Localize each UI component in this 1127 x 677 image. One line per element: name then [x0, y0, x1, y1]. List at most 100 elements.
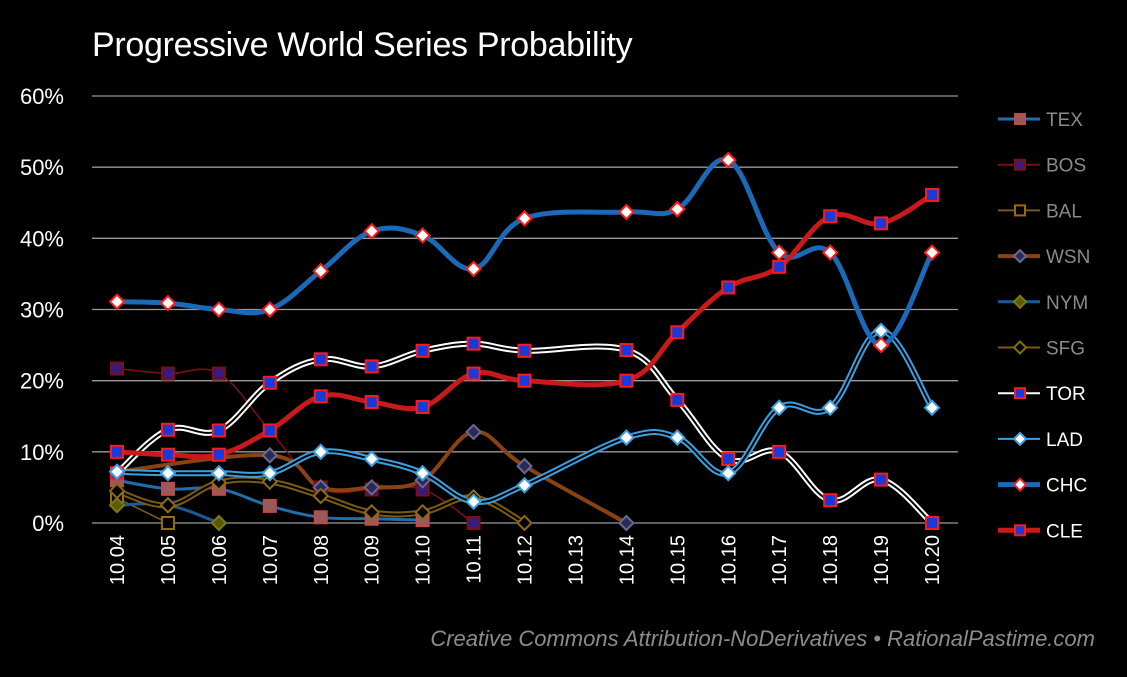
point-wsn-10.07	[261, 446, 279, 464]
legend-marker	[1012, 431, 1028, 447]
point-tor-10.16	[721, 451, 736, 466]
point-tor-10.17	[772, 444, 787, 459]
legend-marker	[1012, 340, 1028, 355]
point-cle-10.04	[110, 444, 124, 459]
point-cle-10.19	[874, 216, 889, 231]
point-cle-10.20	[925, 187, 939, 202]
legend-label: WSN	[1046, 247, 1090, 268]
point-chc-10.18	[821, 244, 839, 261]
legend-label: CLE	[1046, 521, 1083, 542]
x-tick-label: 10.09	[362, 535, 384, 585]
point-sfg-10.12	[516, 514, 533, 532]
legend-label: CHC	[1046, 476, 1087, 497]
point-cle-10.06	[211, 447, 226, 462]
point-sfg-10.09	[363, 503, 381, 521]
point-chc-10.09	[363, 222, 381, 240]
point-lad-10.17	[770, 399, 788, 417]
point-cle-10.14	[619, 373, 634, 388]
legend-item-sfg: SFG	[998, 339, 1085, 360]
x-tick-label: 10.12	[515, 535, 537, 585]
series-line-chc	[114, 156, 935, 348]
point-lad-10.15	[668, 429, 686, 447]
y-axis: 0% 10% 20% 30% 40% 50% 60%	[20, 84, 64, 536]
x-tick-label: 10.05	[158, 535, 180, 585]
point-lad-10.14	[617, 429, 635, 447]
point-lad-10.08	[312, 443, 330, 461]
legend-label: SFG	[1046, 339, 1085, 360]
legend-marker	[1014, 113, 1026, 125]
point-cle-10.05	[160, 447, 175, 462]
point-tor-10.06	[211, 423, 226, 438]
legend-marker	[1014, 524, 1026, 537]
series-line-cle	[114, 192, 935, 460]
x-tick-label: 10.07	[260, 535, 282, 585]
legend-item-chc: CHC	[998, 476, 1087, 497]
legend-label: TEX	[1046, 110, 1083, 131]
point-tex-10.07	[262, 498, 277, 513]
point-lad-10.06	[210, 464, 228, 482]
legend-item-bos: BOS	[998, 156, 1086, 177]
point-lad-10.12	[516, 476, 533, 494]
point-lad-10.18	[821, 399, 839, 417]
point-chc-10.04	[108, 293, 126, 311]
point-cle-10.10	[415, 399, 430, 414]
point-tor-10.15	[670, 392, 685, 407]
point-lad-10.09	[363, 450, 381, 468]
point-cle-10.15	[670, 325, 685, 340]
point-cle-10.17	[772, 259, 787, 274]
y-tick-label: 60%	[20, 84, 64, 109]
y-tick-label: 0%	[32, 511, 64, 536]
x-tick-label: 10.04	[107, 535, 129, 585]
point-sfg-10.05	[159, 496, 177, 514]
point-chc-10.15	[668, 200, 686, 218]
point-tor-10.20	[925, 516, 939, 530]
point-sfg-10.10	[414, 503, 432, 521]
legend-item-cle: CLE	[998, 521, 1083, 542]
point-sfg-10.06	[210, 474, 228, 491]
point-cle-10.16	[721, 280, 736, 295]
point-chc-10.20	[923, 244, 941, 261]
point-lad-10.07	[261, 464, 279, 482]
point-bal-10.05	[160, 516, 175, 530]
point-nym-10.04	[108, 496, 126, 514]
point-chc-10.17	[770, 244, 788, 261]
point-sfg-10.04	[108, 482, 126, 500]
point-tor-10.12	[517, 343, 532, 358]
point-wsn-10.14	[617, 514, 635, 532]
x-tick-label: 10.18	[820, 535, 842, 585]
point-cle-10.09	[364, 395, 379, 410]
x-tick-label: 10.08	[311, 535, 333, 585]
legend-item-tex: TEX	[998, 110, 1083, 131]
point-tor-10.11	[466, 336, 481, 351]
point-chc-10.06	[210, 301, 228, 318]
legend-item-lad: LAD	[998, 430, 1083, 451]
point-tor-10.08	[313, 352, 328, 367]
legend-item-tor: TOR	[998, 384, 1086, 405]
point-cle-10.08	[313, 389, 328, 404]
point-chc-10.07	[261, 301, 279, 318]
point-chc-10.08	[312, 262, 330, 280]
x-axis: 10.04 10.05 10.06 10.07 10.08 10.09 10.10 10.11…	[107, 535, 944, 585]
y-tick-label: 10%	[20, 440, 64, 465]
y-tick-label: 50%	[20, 155, 64, 180]
legend-label: LAD	[1046, 430, 1083, 451]
y-tick-label: 40%	[20, 226, 64, 251]
point-bos-10.11	[466, 516, 481, 530]
point-tex-10.05	[160, 481, 175, 496]
legend-marker	[1012, 248, 1028, 264]
point-tor-10.09	[364, 359, 379, 374]
x-tick-label: 10.13	[565, 535, 587, 585]
point-wsn-10.11	[465, 423, 482, 441]
x-tick-label: 10.15	[667, 535, 689, 585]
x-tick-label: 10.14	[616, 535, 638, 585]
point-wsn-10.12	[516, 457, 533, 475]
point-tex-10.08	[313, 510, 328, 525]
point-lad-10.04	[108, 463, 126, 481]
x-tick-label: 10.16	[718, 535, 740, 585]
point-lad-10.05	[159, 464, 177, 482]
point-chc-10.16	[719, 151, 737, 169]
credit-text: Creative Commons Attribution-NoDerivativ…	[430, 626, 1095, 651]
x-tick-label: 10.11	[464, 535, 486, 584]
point-lad-10.16	[719, 464, 737, 482]
point-cle-10.07	[262, 423, 277, 438]
